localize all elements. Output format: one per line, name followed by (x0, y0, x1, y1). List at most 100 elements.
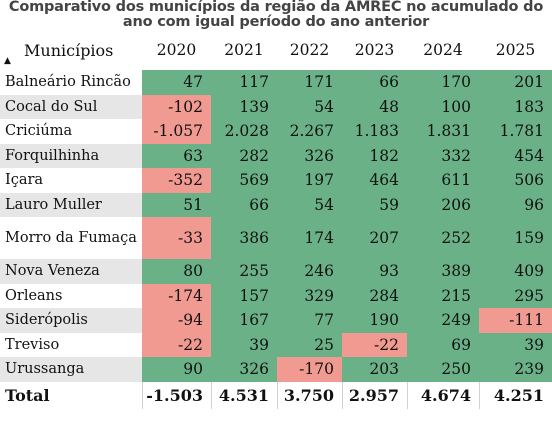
total-cell: 3.750 (277, 381, 342, 409)
header-year-2025[interactable]: 2025 (495, 41, 536, 59)
value-cell: 203 (342, 357, 407, 382)
value-cell: 100 (407, 94, 479, 119)
municipio-name: Nova Veneza (0, 259, 142, 284)
value-cell: 389 (407, 259, 479, 284)
value-cell: 611 (407, 168, 479, 193)
value-cell: 59 (342, 192, 407, 217)
value-cell: 80 (142, 259, 211, 284)
value-cell: 47 (142, 70, 211, 95)
value-cell: 326 (277, 143, 342, 168)
value-cell: 39 (211, 332, 277, 357)
municipio-name: Forquilhinha (0, 143, 142, 168)
value-cell: -352 (142, 168, 211, 193)
municipio-name: Treviso (0, 332, 142, 357)
value-cell: 250 (407, 357, 479, 382)
table-row: Urussanga 90 326 -170 203 250 239 (0, 357, 552, 382)
table-title: Comparativo dos municípios da região da … (0, 0, 552, 30)
value-cell: -174 (142, 283, 211, 308)
header-municipios[interactable]: ▲ Municípios (0, 37, 142, 70)
value-cell: 206 (407, 192, 479, 217)
value-cell: 182 (342, 143, 407, 168)
value-cell: 506 (479, 168, 552, 193)
table-row: Nova Veneza 80 255 246 93 389 409 (0, 259, 552, 284)
value-cell: 51 (142, 192, 211, 217)
table-header-row: ▲ Municípios 2020 2021 2022 2023 2024 20… (0, 37, 552, 70)
municipio-name: Siderópolis (0, 308, 142, 333)
value-cell: 96 (479, 192, 552, 217)
value-cell: 197 (277, 168, 342, 193)
municipio-name: Balneário Rincão (0, 70, 142, 95)
table-body: Balneário Rincão 47 117 171 66 170 201 Cocal do… (0, 70, 552, 382)
table-row: Forquilhinha 63 282 326 182 332 454 (0, 143, 552, 168)
value-cell: 183 (479, 94, 552, 119)
table-row: Balneário Rincão 47 117 171 66 170 201 (0, 70, 552, 95)
value-cell: -1.057 (142, 119, 211, 144)
value-cell: 63 (142, 143, 211, 168)
value-cell: -33 (142, 217, 211, 259)
value-cell: 174 (277, 217, 342, 259)
value-cell: 54 (277, 94, 342, 119)
total-label: Total (5, 385, 50, 405)
value-cell: 77 (277, 308, 342, 333)
table-title-line-2: ano com igual período do ano anterior (122, 14, 430, 30)
sort-ascending-icon[interactable]: ▲ (4, 56, 11, 66)
value-cell: -170 (277, 357, 342, 382)
value-cell: 2.267 (277, 119, 342, 144)
municipio-name: Lauro Muller (0, 192, 142, 217)
value-cell: 90 (142, 357, 211, 382)
table-row: Criciúma -1.057 2.028 2.267 1.183 1.831 1.781 (0, 119, 552, 144)
value-cell: -111 (479, 308, 552, 333)
value-cell: 569 (211, 168, 277, 193)
value-cell: 25 (277, 332, 342, 357)
value-cell: 171 (277, 70, 342, 95)
value-cell: 215 (407, 283, 479, 308)
value-cell: 190 (342, 308, 407, 333)
value-cell: 201 (479, 70, 552, 95)
value-cell: 295 (479, 283, 552, 308)
value-cell: -22 (342, 332, 407, 357)
value-cell: 332 (407, 143, 479, 168)
table-row: Orleans -174 157 329 284 215 295 (0, 283, 552, 308)
value-cell: 252 (407, 217, 479, 259)
value-cell: 464 (342, 168, 407, 193)
value-cell: -22 (142, 332, 211, 357)
value-cell: 93 (342, 259, 407, 284)
municipio-name: Criciúma (0, 119, 142, 144)
value-cell: 157 (211, 283, 277, 308)
table-row: Treviso -22 39 25 -22 69 39 (0, 332, 552, 357)
value-cell: 139 (211, 94, 277, 119)
municipio-name: Içara (0, 168, 142, 193)
header-year-2020[interactable]: 2020 (156, 41, 197, 59)
header-year-2023[interactable]: 2023 (354, 41, 395, 59)
value-cell: 159 (479, 217, 552, 259)
value-cell: 454 (479, 143, 552, 168)
total-cell: 4.531 (211, 381, 277, 409)
value-cell: 255 (211, 259, 277, 284)
table-row: Cocal do Sul -102 139 54 48 100 183 (0, 94, 552, 119)
header-year-2021[interactable]: 2021 (224, 41, 264, 59)
value-cell: 1.831 (407, 119, 479, 144)
value-cell: 117 (211, 70, 277, 95)
value-cell: 170 (407, 70, 479, 95)
total-cell: 2.957 (342, 381, 407, 409)
value-cell: -102 (142, 94, 211, 119)
value-cell: 284 (342, 283, 407, 308)
municipio-name: Orleans (0, 283, 142, 308)
table-row: Morro da Fumaça -33 386 174 207 252 159 (0, 217, 552, 259)
value-cell: 1.781 (479, 119, 552, 144)
total-row: Total -1.503 4.531 3.750 2.957 4.674 4.2… (0, 381, 552, 409)
header-year-2022[interactable]: 2022 (289, 41, 330, 59)
value-cell: 1.183 (342, 119, 407, 144)
value-cell: 207 (342, 217, 407, 259)
value-cell: 326 (211, 357, 277, 382)
municipios-table: ▲ Municípios 2020 2021 2022 2023 2024 20… (0, 37, 552, 409)
value-cell: 66 (342, 70, 407, 95)
value-cell: 409 (479, 259, 552, 284)
value-cell: 48 (342, 94, 407, 119)
table-row: Içara -352 569 197 464 611 506 (0, 168, 552, 193)
municipio-name: Urussanga (0, 357, 142, 382)
value-cell: 167 (211, 308, 277, 333)
table-row: Siderópolis -94 167 77 190 249 -111 (0, 308, 552, 333)
value-cell: 66 (211, 192, 277, 217)
header-year-2024[interactable]: 2024 (423, 41, 463, 59)
